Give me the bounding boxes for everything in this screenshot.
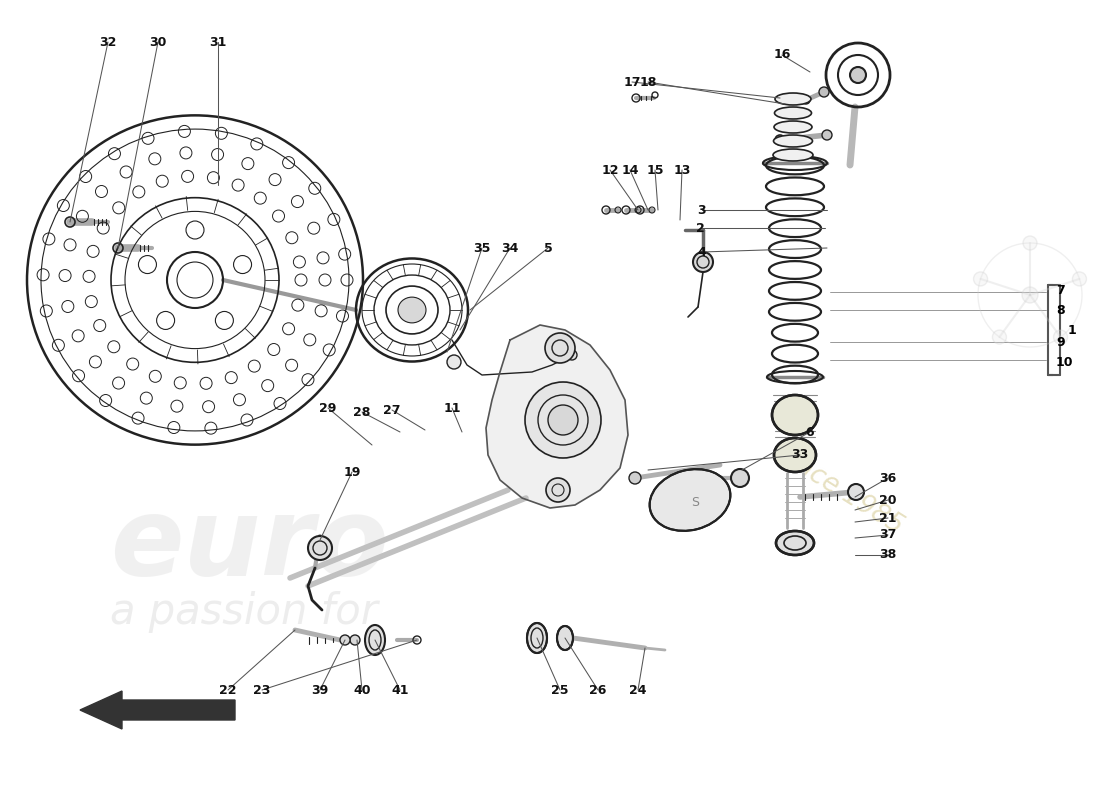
Ellipse shape — [776, 93, 811, 105]
Ellipse shape — [650, 469, 730, 531]
Text: 31: 31 — [209, 35, 227, 49]
Circle shape — [1072, 272, 1087, 286]
Circle shape — [802, 96, 810, 104]
Circle shape — [820, 87, 829, 97]
Circle shape — [350, 635, 360, 645]
Ellipse shape — [398, 297, 426, 323]
Text: 39: 39 — [311, 683, 329, 697]
Text: 41: 41 — [392, 683, 409, 697]
Text: 3: 3 — [697, 203, 706, 217]
Text: 36: 36 — [879, 471, 896, 485]
Circle shape — [850, 67, 866, 83]
Ellipse shape — [557, 626, 573, 650]
Text: 21: 21 — [879, 511, 896, 525]
Circle shape — [693, 252, 713, 272]
Circle shape — [848, 484, 864, 500]
Circle shape — [546, 478, 570, 502]
Text: 33: 33 — [791, 449, 808, 462]
Text: S: S — [691, 495, 698, 509]
Ellipse shape — [773, 135, 813, 147]
Ellipse shape — [774, 107, 812, 119]
Text: 28: 28 — [353, 406, 371, 418]
Ellipse shape — [527, 623, 547, 653]
Text: 16: 16 — [773, 49, 791, 62]
Text: 6: 6 — [805, 426, 814, 438]
Circle shape — [566, 350, 578, 360]
Text: 10: 10 — [1056, 355, 1074, 369]
Text: 22: 22 — [219, 683, 236, 697]
Text: 15: 15 — [647, 163, 663, 177]
Circle shape — [548, 405, 578, 435]
Text: 12: 12 — [602, 163, 618, 177]
Ellipse shape — [774, 438, 816, 472]
Text: 38: 38 — [879, 549, 896, 562]
Circle shape — [822, 130, 832, 140]
Text: 25: 25 — [551, 683, 569, 697]
Text: 8: 8 — [1056, 303, 1065, 317]
Text: euro: euro — [110, 492, 388, 598]
Circle shape — [629, 472, 641, 484]
Ellipse shape — [774, 121, 812, 133]
Text: 20: 20 — [879, 494, 896, 506]
Ellipse shape — [365, 625, 385, 655]
Text: 1: 1 — [1068, 323, 1077, 337]
Text: 7: 7 — [1056, 283, 1065, 297]
Circle shape — [525, 382, 601, 458]
Circle shape — [340, 635, 350, 645]
FancyArrow shape — [80, 691, 235, 729]
Text: 23: 23 — [253, 683, 271, 697]
Text: 30: 30 — [150, 35, 167, 49]
Text: 32: 32 — [99, 35, 117, 49]
Text: 11: 11 — [443, 402, 461, 414]
Text: 13: 13 — [673, 163, 691, 177]
Circle shape — [1054, 330, 1068, 344]
Ellipse shape — [773, 149, 813, 161]
Text: 14: 14 — [621, 163, 639, 177]
Circle shape — [447, 355, 461, 369]
Text: 4: 4 — [697, 246, 706, 258]
Text: 18: 18 — [639, 75, 657, 89]
Polygon shape — [486, 325, 628, 508]
Circle shape — [1022, 287, 1038, 303]
Text: 37: 37 — [879, 529, 896, 542]
Text: 19: 19 — [343, 466, 361, 478]
Text: 5: 5 — [543, 242, 552, 254]
Circle shape — [974, 272, 988, 286]
Text: 24: 24 — [629, 683, 647, 697]
Text: 9: 9 — [1056, 335, 1065, 349]
Circle shape — [732, 469, 749, 487]
Text: 27: 27 — [383, 403, 400, 417]
Text: 34: 34 — [502, 242, 519, 254]
Text: 35: 35 — [473, 242, 491, 254]
Circle shape — [992, 330, 1007, 344]
Circle shape — [544, 333, 575, 363]
Text: 2: 2 — [695, 222, 704, 234]
Circle shape — [308, 536, 332, 560]
Text: since 1985: since 1985 — [772, 441, 908, 539]
Text: a passion for: a passion for — [110, 591, 378, 633]
Text: 26: 26 — [590, 683, 607, 697]
Circle shape — [1023, 236, 1037, 250]
Text: 40: 40 — [353, 683, 371, 697]
Ellipse shape — [772, 395, 818, 435]
Text: 29: 29 — [319, 402, 337, 414]
Text: 17: 17 — [624, 75, 640, 89]
Ellipse shape — [776, 531, 814, 555]
